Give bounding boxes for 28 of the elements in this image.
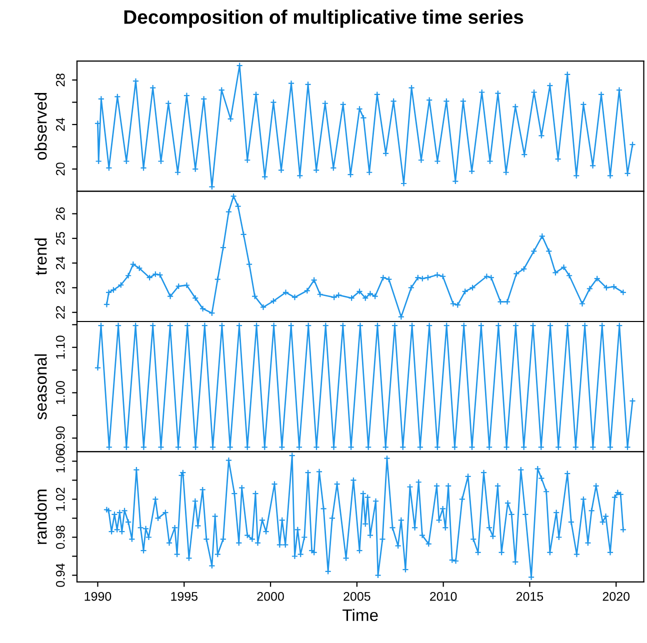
y-tick-label: 20 <box>56 162 65 176</box>
x-axis-title: Time <box>342 608 378 622</box>
y-axis-title: random <box>34 490 47 544</box>
y-tick-label: 1.06 <box>56 450 65 472</box>
x-tick-label: 2015 <box>516 592 544 601</box>
chart-title: Decomposition of multiplicative time series <box>124 10 524 28</box>
y-tick-label: 26 <box>56 207 65 220</box>
x-tick-label: 1995 <box>171 592 198 601</box>
y-axis-title: seasonal <box>34 354 47 420</box>
y-tick-label: 24 <box>56 118 65 131</box>
x-tick-label: 2000 <box>257 592 284 601</box>
y-tick-label: 0.90 <box>56 426 65 450</box>
y-tick-label: 1.10 <box>56 336 65 359</box>
y-tick-label: 23 <box>56 281 65 294</box>
y-tick-label: 24 <box>56 256 65 270</box>
y-tick-label: 0.94 <box>56 563 65 587</box>
x-tick-label: 2005 <box>344 592 370 601</box>
x-tick-label: 1990 <box>84 592 112 601</box>
y-tick-label: 1.02 <box>56 488 65 510</box>
y-tick-label: 22 <box>56 306 65 319</box>
y-tick-label: 28 <box>56 74 65 86</box>
y-tick-label: 25 <box>56 232 65 245</box>
x-tick-label: 2020 <box>602 592 630 601</box>
y-tick-label: 1.00 <box>56 381 65 404</box>
y-axis-title: observed <box>34 92 47 160</box>
y-tick-label: 0.98 <box>56 526 65 549</box>
y-axis-title: trend <box>34 238 47 276</box>
x-tick-label: 2010 <box>430 592 457 601</box>
